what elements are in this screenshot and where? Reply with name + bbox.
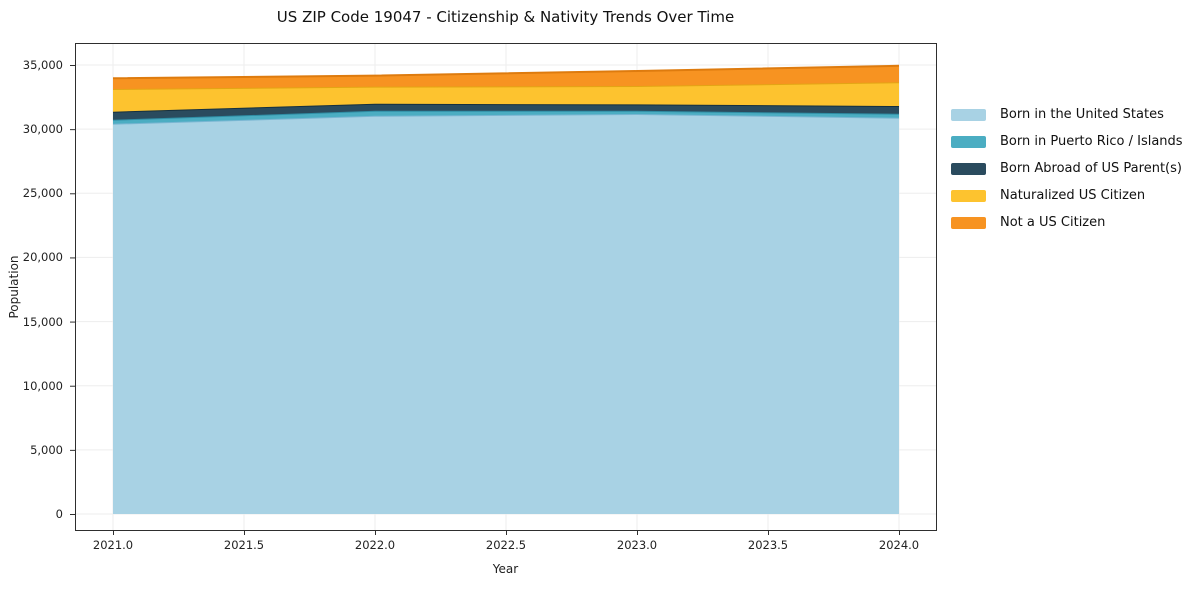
legend-item-born-in-puerto-rico-islands: Born in Puerto Rico / Islands xyxy=(951,128,1183,155)
legend-swatch-icon xyxy=(951,216,986,229)
x-tick-label: 2023.5 xyxy=(747,538,789,552)
area-born-abroad-of-us-parent-s xyxy=(113,103,899,120)
y-tick-label: 5,000 xyxy=(30,442,63,457)
legend-label: Born Abroad of US Parent(s) xyxy=(1000,161,1182,176)
legend-item-not-a-us-citizen: Not a US Citizen xyxy=(951,209,1183,236)
legend-label: Naturalized US Citizen xyxy=(1000,188,1146,203)
legend-item-naturalized-us-citizen: Naturalized US Citizen xyxy=(951,182,1183,209)
legend-label: Not a US Citizen xyxy=(1000,215,1106,230)
y-tick-label: 35,000 xyxy=(22,58,63,72)
legend: Born in the United States Born in Puerto … xyxy=(951,101,1183,236)
x-tick-label: 2022.5 xyxy=(485,538,527,552)
legend-swatch-icon xyxy=(951,135,986,148)
chart-title: US ZIP Code 19047 - Citizenship & Nativi… xyxy=(276,8,735,26)
area-not-a-us-citizen xyxy=(113,65,899,89)
legend-swatch-icon xyxy=(951,189,986,202)
x-tick-label: 2021.0 xyxy=(92,538,134,552)
y-axis-label: Population xyxy=(7,255,21,319)
legend-label: Born in Puerto Rico / Islands xyxy=(1000,134,1183,149)
area-naturalized-us-citizen xyxy=(113,82,899,112)
x-tick-label: 2021.5 xyxy=(223,538,265,552)
legend-swatch-icon xyxy=(951,108,986,121)
edge-not-a-us-citizen xyxy=(112,64,900,80)
legend-item-born-abroad-of-us-parent-s: Born Abroad of US Parent(s) xyxy=(951,155,1183,182)
legend-item-born-in-the-united-states: Born in the United States xyxy=(951,101,1183,128)
legend-label: Born in the United States xyxy=(1000,107,1164,122)
legend-swatch-icon xyxy=(951,162,986,175)
y-tick-label: 0 xyxy=(55,507,63,521)
y-tick-label: 20,000 xyxy=(22,250,63,265)
x-tick-label: 2024.0 xyxy=(878,538,920,552)
y-tick-label: 10,000 xyxy=(22,378,63,393)
y-tick-label: 25,000 xyxy=(22,186,63,201)
x-tick-label: 2023.0 xyxy=(616,538,658,552)
y-tick-label: 15,000 xyxy=(22,314,63,329)
x-tick-label: 2022.0 xyxy=(354,538,396,552)
y-tick-label: 30,000 xyxy=(22,122,63,137)
x-axis-label: Year xyxy=(492,562,519,576)
area-born-in-the-united-states xyxy=(113,114,899,515)
edge-born-abroad-of-us-parent-s xyxy=(112,102,900,113)
